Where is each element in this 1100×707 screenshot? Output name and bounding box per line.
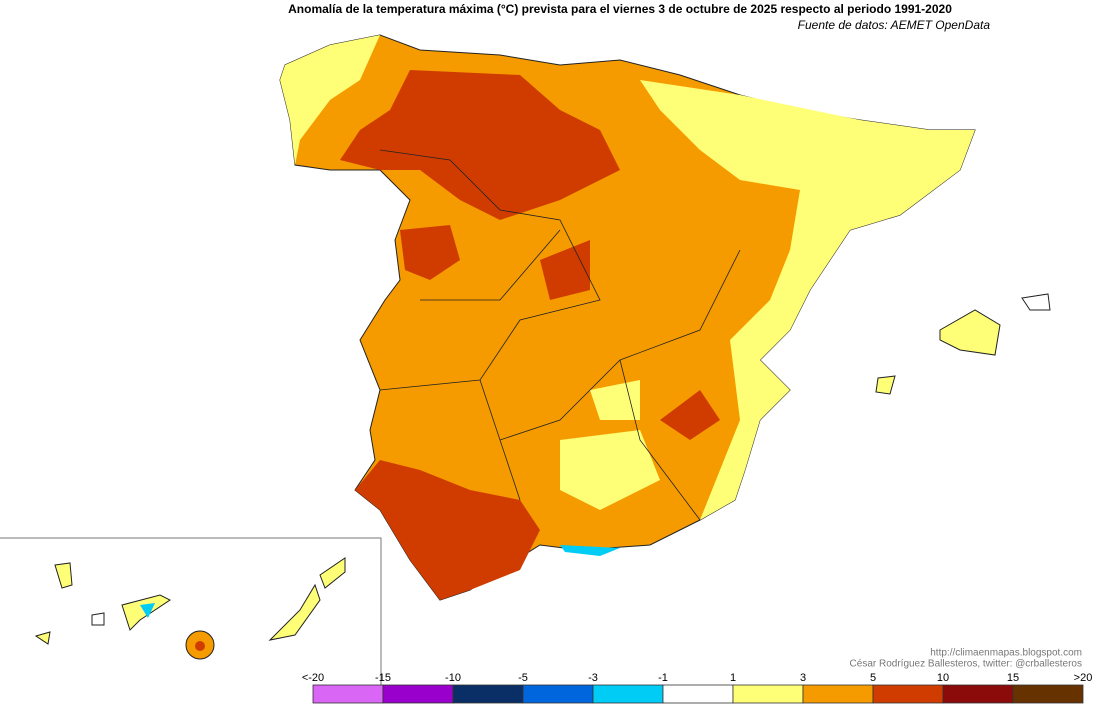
- map-source: Fuente de datos: AEMET OpenData: [798, 18, 991, 32]
- credit-line: http://climaenmapas.blogspot.com: [930, 648, 1082, 659]
- legend-label: -3: [588, 672, 598, 684]
- legend-label: 10: [937, 672, 949, 684]
- legend-label: 3: [800, 672, 806, 684]
- legend-label: -10: [445, 672, 461, 684]
- legend-label: 1: [730, 672, 736, 684]
- legend-label: -1: [658, 672, 668, 684]
- legend-label: >20: [1074, 672, 1093, 684]
- legend-swatch: [522, 684, 594, 704]
- canary-inset: [0, 537, 382, 690]
- legend-swatch: [312, 684, 384, 704]
- legend-swatch: [942, 684, 1014, 704]
- legend-swatch: [802, 684, 874, 704]
- legend-label: -15: [375, 672, 391, 684]
- legend-label: 15: [1007, 672, 1019, 684]
- legend-swatch: [662, 684, 734, 704]
- spain-map: [279, 34, 1051, 601]
- map-title: Anomalía de la temperatura máxima (°C) p…: [288, 2, 952, 16]
- color-legend: <-20 -15 -10 -5 -3 -1 1 3 5 10 15 >20: [302, 672, 1093, 704]
- legend-swatch: [872, 684, 944, 704]
- legend-swatch: [592, 684, 664, 704]
- legend-label: -5: [518, 672, 528, 684]
- credit-line: César Rodríguez Ballesteros, twitter: @c…: [850, 659, 1082, 670]
- legend-swatch: [382, 684, 454, 704]
- legend-swatch: [1012, 684, 1084, 704]
- legend-label: <-20: [302, 672, 324, 684]
- legend-label: 5: [870, 672, 876, 684]
- legend-swatch: [452, 684, 524, 704]
- legend-swatch: [732, 684, 804, 704]
